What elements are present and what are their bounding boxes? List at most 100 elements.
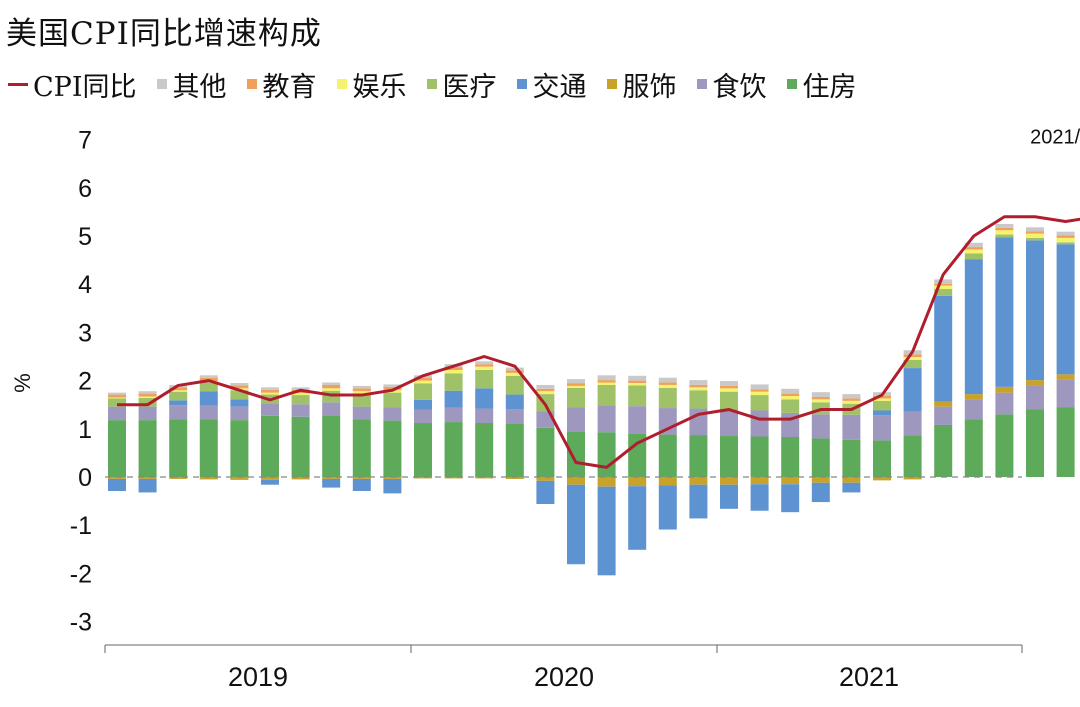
bar-segment <box>1056 242 1075 245</box>
bar-segment <box>536 384 555 389</box>
bar-segment <box>903 477 922 480</box>
bar-segment <box>1056 235 1075 238</box>
bar-segment <box>689 384 708 388</box>
bar-segment <box>414 380 432 384</box>
bar-segment <box>108 406 126 421</box>
bar-segment <box>261 477 279 480</box>
bar-segment <box>811 414 830 439</box>
bar-segment <box>475 369 494 389</box>
bar-segment <box>322 477 341 479</box>
bar-segment <box>475 361 494 365</box>
bar-segment <box>903 354 922 357</box>
bar-segment <box>169 477 188 479</box>
bar-segment <box>414 423 432 477</box>
bar-segment <box>444 407 463 423</box>
bar-segment <box>383 386 402 390</box>
bar-segment <box>934 283 953 286</box>
bar-segment <box>1056 374 1075 380</box>
bar-segment <box>505 367 524 371</box>
bar-segment <box>934 401 953 407</box>
bar-segment <box>108 392 126 395</box>
bar-segment <box>383 420 402 477</box>
y-tick-label: 4 <box>78 271 92 299</box>
bar-segment <box>322 402 341 416</box>
bar-segment <box>720 409 738 437</box>
bar-segment <box>689 387 708 391</box>
legend-label: 教育 <box>262 71 317 103</box>
bar-segment <box>597 405 616 433</box>
bar-segment <box>964 259 983 395</box>
bar-segment <box>383 407 402 421</box>
y-tick-label: 5 <box>78 223 92 251</box>
bar-segment <box>842 400 861 404</box>
bar-segment <box>352 385 371 389</box>
bar-segment <box>169 390 188 392</box>
bar-segment <box>261 415 279 477</box>
bar-segment <box>628 385 647 407</box>
bar-segment <box>750 389 769 392</box>
bar-segment <box>1026 227 1044 232</box>
bar-segment <box>811 396 830 400</box>
bar-segment <box>383 477 402 479</box>
bar-segment <box>597 380 616 383</box>
bar-segment <box>567 385 585 388</box>
bar-segment <box>720 436 738 477</box>
bar-segment <box>138 393 157 397</box>
bar-segment <box>169 391 188 401</box>
bar-segment <box>873 396 891 399</box>
bar-segment <box>414 383 432 400</box>
legend-swatch <box>336 79 347 89</box>
bar-segment <box>199 382 218 392</box>
bar-segment <box>964 253 983 260</box>
bar-segment <box>689 390 708 409</box>
bar-segment <box>964 399 983 420</box>
bar-segment <box>873 400 891 411</box>
bar-segment <box>811 392 830 397</box>
bar-segment <box>781 436 800 477</box>
bar-segment <box>108 477 126 479</box>
bar-segment <box>505 394 524 410</box>
bar-segment <box>689 484 708 519</box>
bar-segment <box>781 396 800 400</box>
bar-segment <box>1056 237 1075 243</box>
bar-segment <box>781 484 800 513</box>
bar-segment <box>475 423 494 477</box>
annotation-label: 2021/11 6.88 <box>1030 126 1080 148</box>
bar-segment <box>505 375 524 395</box>
bar-segment <box>781 393 800 397</box>
bar-segment <box>964 247 983 250</box>
bar-segment <box>658 384 677 388</box>
bar-segment <box>322 384 341 389</box>
bar-segment <box>873 410 891 416</box>
legend-item-education: 教育 <box>246 65 317 104</box>
bar-segment <box>842 439 861 477</box>
bar-segment <box>138 397 157 407</box>
bar-segment <box>505 409 524 424</box>
bar-segment <box>1026 385 1044 410</box>
y-axis-label: % <box>10 373 35 393</box>
bar-segment <box>230 420 249 477</box>
legend-swatch <box>516 79 527 89</box>
legend-item-medical: 医疗 <box>426 65 497 104</box>
bar-segment <box>1026 231 1044 234</box>
bar-segment <box>658 377 677 383</box>
legend-label: 娱乐 <box>352 71 407 103</box>
bar-segment <box>658 477 677 486</box>
bar-segment <box>414 399 432 410</box>
bar-segment <box>750 436 769 477</box>
bar-segment <box>352 388 371 392</box>
bar-segment <box>475 477 494 479</box>
legend-swatch <box>786 79 797 89</box>
chart-legend: CPI同比 其他 教育 娱乐 医疗 交通 服饰 食饮 住房 <box>8 64 877 104</box>
bar-segment <box>750 384 769 390</box>
bar-segment <box>658 434 677 477</box>
x-tick-label: 2021 <box>839 662 899 692</box>
bar-segment <box>597 432 616 477</box>
y-tick-label: 0 <box>78 464 92 492</box>
bar-segment <box>199 477 218 480</box>
bar-segment <box>108 397 126 399</box>
bar-segment <box>842 398 861 401</box>
bar-segment <box>261 389 279 393</box>
bar-segment <box>750 395 769 411</box>
